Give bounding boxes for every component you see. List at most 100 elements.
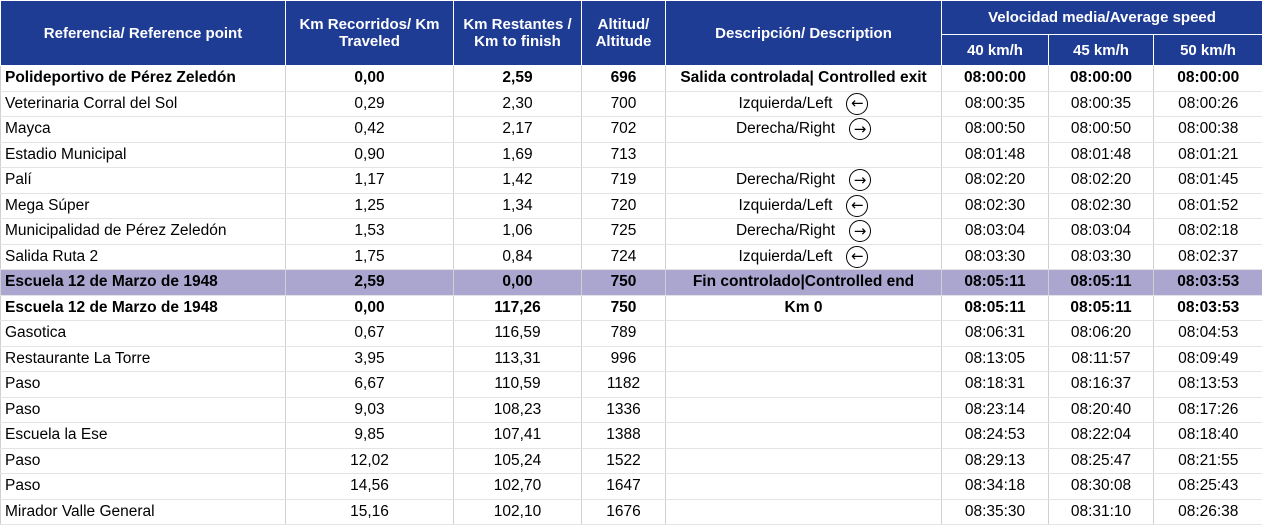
time-40-cell: 08:01:48 xyxy=(941,142,1049,168)
description-text: Izquierda/Left xyxy=(738,247,833,265)
km-traveled-cell: 1,17 xyxy=(285,167,454,194)
description-cell: Izquierda/Left ← xyxy=(665,193,942,219)
time-45-cell: 08:22:04 xyxy=(1048,422,1154,449)
time-40-cell: 08:05:11 xyxy=(941,269,1049,296)
description-text: Izquierda/Left xyxy=(738,196,833,214)
description-text: Salida controlada| Controlled exit xyxy=(680,69,927,87)
reference-point-cell: Estadio Municipal xyxy=(0,142,286,168)
description-content: Izquierda/Left ← xyxy=(739,194,869,218)
time-50-cell: 08:13:53 xyxy=(1152,371,1262,398)
time-45-cell: 08:03:30 xyxy=(1048,244,1154,270)
time-50-cell: 08:03:53 xyxy=(1152,295,1262,321)
time-40-cell: 08:00:35 xyxy=(941,91,1049,117)
reference-point-cell: Veterinaria Corral del Sol xyxy=(0,91,286,117)
altitude-cell: 719 xyxy=(581,167,666,194)
reference-point-cell: Escuela 12 de Marzo de 1948 xyxy=(0,269,286,296)
time-50-cell: 08:01:52 xyxy=(1152,193,1262,219)
time-45-cell: 08:01:48 xyxy=(1048,142,1154,168)
km-to-finish-cell: 110,59 xyxy=(453,371,582,398)
time-45-cell: 08:30:08 xyxy=(1048,473,1154,500)
header-speed-45: 45 km/h xyxy=(1048,34,1154,66)
turn-right-icon: → xyxy=(849,220,872,243)
table-row: Municipalidad de Pérez Zeledón 1,53 1,06 72… xyxy=(0,218,1262,245)
table-row: Mirador Valle General 15,16 102,10 1676 08:3… xyxy=(0,499,1262,525)
description-text: Fin controlado|Controlled end xyxy=(692,273,915,291)
reference-point-cell: Escuela la Ese xyxy=(0,422,286,449)
km-to-finish-cell: 1,34 xyxy=(453,193,582,219)
altitude-cell: 750 xyxy=(581,295,666,321)
km-traveled-cell: 0,90 xyxy=(285,142,454,168)
turn-right-icon: → xyxy=(849,169,872,192)
description-cell: Derecha/Right → xyxy=(665,167,942,194)
reference-point-cell: Palí xyxy=(0,167,286,194)
time-50-cell: 08:17:26 xyxy=(1152,397,1262,423)
time-50-cell: 08:09:49 xyxy=(1152,346,1262,372)
reference-point-cell: Paso xyxy=(0,371,286,398)
description-cell xyxy=(665,499,942,525)
table-row: Paso 6,67 110,59 1182 08:18:31 08:16:37 08:13:… xyxy=(0,371,1262,398)
km-traveled-cell: 2,59 xyxy=(285,269,454,296)
table-row: Gasotica 0,67 116,59 789 08:06:31 08:06:20 08:… xyxy=(0,320,1262,347)
time-45-cell: 08:25:47 xyxy=(1048,448,1154,474)
time-40-cell: 08:06:31 xyxy=(941,320,1049,347)
turn-right-icon: → xyxy=(849,118,872,141)
km-to-finish-cell: 108,23 xyxy=(453,397,582,423)
time-45-cell: 08:02:20 xyxy=(1048,167,1154,194)
time-50-cell: 08:25:43 xyxy=(1152,473,1262,500)
description-cell xyxy=(665,422,942,449)
time-45-cell: 08:05:11 xyxy=(1048,295,1154,321)
table-row: Paso 12,02 105,24 1522 08:29:13 08:25:47 08:21… xyxy=(0,448,1262,474)
description-cell xyxy=(665,397,942,423)
time-50-cell: 08:26:38 xyxy=(1152,499,1262,525)
time-50-cell: 08:03:53 xyxy=(1152,269,1262,296)
time-40-cell: 08:29:13 xyxy=(941,448,1049,474)
km-traveled-cell: 1,53 xyxy=(285,218,454,245)
time-50-cell: 08:18:40 xyxy=(1152,422,1262,449)
description-cell xyxy=(665,473,942,500)
description-cell: Derecha/Right → xyxy=(665,116,942,143)
header-description: Descripción/ Description xyxy=(665,0,942,66)
reference-point-cell: Restaurante La Torre xyxy=(0,346,286,372)
description-cell xyxy=(665,448,942,474)
km-traveled-cell: 0,42 xyxy=(285,116,454,143)
km-to-finish-cell: 2,30 xyxy=(453,91,582,117)
description-text: Derecha/Right xyxy=(735,222,836,240)
time-40-cell: 08:35:30 xyxy=(941,499,1049,525)
time-50-cell: 08:01:21 xyxy=(1152,142,1262,168)
time-40-cell: 08:02:20 xyxy=(941,167,1049,194)
km-traveled-cell: 3,95 xyxy=(285,346,454,372)
header-speed-50: 50 km/h xyxy=(1152,34,1262,66)
description-cell: Fin controlado|Controlled end xyxy=(665,269,942,296)
time-45-cell: 08:00:35 xyxy=(1048,91,1154,117)
reference-point-cell: Paso xyxy=(0,448,286,474)
km-traveled-cell: 15,16 xyxy=(285,499,454,525)
time-45-cell: 08:11:57 xyxy=(1048,346,1154,372)
description-content: Salida controlada| Controlled exit xyxy=(680,66,926,90)
km-to-finish-cell: 116,59 xyxy=(453,320,582,347)
reference-point-cell: Mayca xyxy=(0,116,286,143)
table-row: Restaurante La Torre 3,95 113,31 996 08:13:0… xyxy=(0,346,1262,372)
km-to-finish-cell: 113,31 xyxy=(453,346,582,372)
time-40-cell: 08:13:05 xyxy=(941,346,1049,372)
table-row: Salida Ruta 2 1,75 0,84 724 Izquierda/Left ← 0… xyxy=(0,244,1262,270)
description-content: Derecha/Right → xyxy=(735,219,872,243)
km-to-finish-cell: 0,84 xyxy=(453,244,582,270)
table-row: Escuela la Ese 9,85 107,41 1388 08:24:53 08:2… xyxy=(0,422,1262,449)
time-40-cell: 08:00:50 xyxy=(941,116,1049,143)
km-traveled-cell: 6,67 xyxy=(285,371,454,398)
turn-left-icon: ← xyxy=(846,194,869,217)
header-km-to-finish: Km Restantes / Km to finish xyxy=(453,0,582,66)
description-text: Derecha/Right xyxy=(735,120,836,138)
km-traveled-cell: 0,67 xyxy=(285,320,454,347)
time-50-cell: 08:04:53 xyxy=(1152,320,1262,347)
description-text: Izquierda/Left xyxy=(738,94,833,112)
km-traveled-cell: 0,29 xyxy=(285,91,454,117)
altitude-cell: 720 xyxy=(581,193,666,219)
km-to-finish-cell: 105,24 xyxy=(453,448,582,474)
altitude-cell: 1182 xyxy=(581,371,666,398)
km-traveled-cell: 14,56 xyxy=(285,473,454,500)
description-content: Derecha/Right → xyxy=(736,168,872,192)
time-50-cell: 08:02:18 xyxy=(1152,218,1262,245)
km-to-finish-cell: 102,10 xyxy=(453,499,582,525)
turn-left-icon: ← xyxy=(846,245,869,268)
